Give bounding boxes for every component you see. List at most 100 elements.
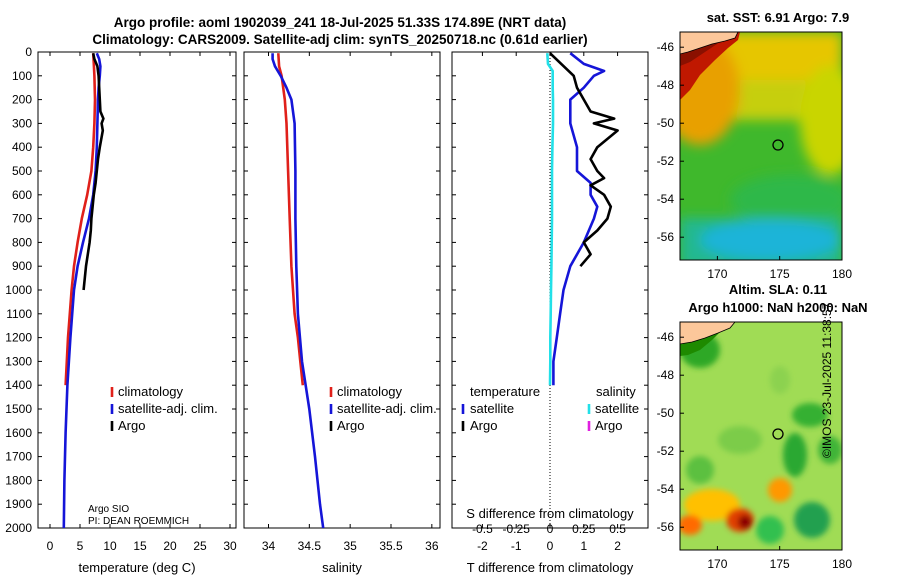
temperature-xlabel: temperature (deg C) bbox=[78, 560, 195, 575]
map-y-tick-label: -54 bbox=[657, 482, 675, 496]
y-tick-label: 400 bbox=[12, 140, 32, 154]
x-tick-label: 35.5 bbox=[379, 539, 403, 553]
map-x-tick-label: 170 bbox=[707, 557, 727, 571]
sla-map-title-line2: Argo h1000: NaN h2000: NaN bbox=[688, 300, 867, 315]
y-tick-label: 1900 bbox=[5, 497, 32, 511]
figure-title-line2: Climatology: CARS2009. Satellite-adj cli… bbox=[92, 32, 588, 47]
map-y-tick-label: -46 bbox=[657, 40, 675, 54]
temperature-argo-line bbox=[82, 52, 105, 291]
legend-label: Argo bbox=[337, 418, 364, 433]
s-diff-tick-label: -0.5 bbox=[472, 522, 493, 536]
y-tick-label: 900 bbox=[12, 259, 32, 273]
x-tick-label: 30 bbox=[223, 539, 237, 553]
x-tick-label: 20 bbox=[163, 539, 177, 553]
temperature-panel: 0100200300400500600700800900100011001200… bbox=[5, 45, 237, 575]
y-tick-label: 1500 bbox=[5, 402, 32, 416]
legend-label: Argo bbox=[470, 418, 497, 433]
x-tick-label: 35 bbox=[343, 539, 357, 553]
temperature-argo-diff-line bbox=[549, 52, 619, 268]
map-y-tick-label: -56 bbox=[657, 230, 675, 244]
legend-title-temperature: temperature bbox=[470, 384, 540, 399]
sst-map: sat. SST: 6.91 Argo: 7.9 170 175 180 -46 -4… bbox=[657, 10, 853, 281]
map-y-tick-label: -48 bbox=[657, 78, 675, 92]
legend-label: satellite-adj. clim. bbox=[337, 401, 437, 416]
x-tick-label: 1 bbox=[580, 539, 587, 553]
map-y-tick-label: -52 bbox=[657, 444, 675, 458]
y-tick-label: 1600 bbox=[5, 426, 32, 440]
y-tick-label: 1800 bbox=[5, 473, 32, 487]
difference-xlabel: T difference from climatology bbox=[467, 560, 634, 575]
map-y-tick-label: -50 bbox=[657, 116, 675, 130]
s-diff-tick-label: 0 bbox=[547, 522, 554, 536]
y-tick-label: 2000 bbox=[5, 521, 32, 535]
legend-label: climatology bbox=[118, 384, 184, 399]
x-tick-label: -2 bbox=[477, 539, 488, 553]
x-tick-label: 2 bbox=[614, 539, 621, 553]
sst-map-title: sat. SST: 6.91 Argo: 7.9 bbox=[707, 10, 850, 25]
x-tick-label: 0 bbox=[547, 539, 554, 553]
temperature-satellite-diff-line bbox=[552, 52, 606, 386]
sst-argo-marker bbox=[772, 139, 784, 151]
x-tick-label: 25 bbox=[193, 539, 207, 553]
y-tick-label: 0 bbox=[25, 45, 32, 59]
legend-label: satellite bbox=[470, 401, 514, 416]
x-tick-label: 15 bbox=[133, 539, 147, 553]
temperature-climatology-line bbox=[64, 53, 97, 386]
s-diff-tick-label: 0.5 bbox=[609, 522, 626, 536]
map-x-tick-label: 170 bbox=[707, 267, 727, 281]
map-y-tick-label: -52 bbox=[657, 154, 675, 168]
y-tick-label: 300 bbox=[12, 116, 32, 130]
map-x-tick-label: 175 bbox=[770, 557, 790, 571]
legend-title-salinity: salinity bbox=[596, 384, 636, 399]
sla-map: Altim. SLA: 0.11 Argo h1000: NaN h2000: … bbox=[657, 282, 868, 571]
legend-label: Argo bbox=[118, 418, 145, 433]
pi-annotation: PI: DEAN ROEMMICH bbox=[88, 516, 189, 527]
x-tick-label: 5 bbox=[77, 539, 84, 553]
salinity-panel: 34 34.5 35 35.5 36 salinity climatology satelli… bbox=[243, 51, 441, 575]
s-diff-tick-label: -0.25 bbox=[503, 522, 531, 536]
map-x-tick-label: 175 bbox=[770, 267, 790, 281]
pi-annotation: Argo SIO bbox=[88, 504, 129, 515]
x-tick-label: 0 bbox=[47, 539, 54, 553]
copyright-stamp: ©IMOS 23-Jul-2025 11:38:57 bbox=[820, 302, 834, 458]
map-x-tick-label: 180 bbox=[832, 267, 852, 281]
difference-panel: -2 -1 0 1 2 T difference from climatology -0.5… bbox=[451, 51, 649, 575]
map-y-tick-label: -56 bbox=[657, 520, 675, 534]
legend-label: Argo bbox=[595, 418, 622, 433]
s-diff-tick-label: 0.25 bbox=[572, 522, 596, 536]
y-tick-label: 1700 bbox=[5, 450, 32, 464]
x-tick-label: 10 bbox=[103, 539, 117, 553]
y-tick-label: 200 bbox=[12, 93, 32, 107]
salinity-frame bbox=[243, 51, 441, 529]
map-x-tick-label: 180 bbox=[832, 557, 852, 571]
y-tick-label: 1400 bbox=[5, 378, 32, 392]
map-y-tick-label: -50 bbox=[657, 406, 675, 420]
sla-map-title-line1: Altim. SLA: 0.11 bbox=[729, 282, 827, 297]
y-tick-label: 100 bbox=[12, 69, 32, 83]
x-tick-label: 36 bbox=[425, 539, 439, 553]
x-tick-label: 34 bbox=[262, 539, 276, 553]
salinity-satellite-diff-line bbox=[546, 53, 555, 386]
figure-title-line1: Argo profile: aoml 1902039_241 18-Jul-20… bbox=[113, 15, 567, 30]
y-tick-label: 1300 bbox=[5, 354, 32, 368]
salinity-satellite-line bbox=[271, 53, 325, 529]
map-y-tick-label: -48 bbox=[657, 368, 675, 382]
y-tick-label: 700 bbox=[12, 212, 32, 226]
x-tick-label: -1 bbox=[511, 539, 522, 553]
y-tick-label: 1000 bbox=[5, 283, 32, 297]
sla-argo-marker bbox=[772, 428, 784, 440]
legend-label: climatology bbox=[337, 384, 403, 399]
salinity-xlabel: salinity bbox=[322, 560, 362, 575]
temperature-frame bbox=[37, 51, 237, 529]
y-tick-label: 500 bbox=[12, 164, 32, 178]
map-y-tick-label: -54 bbox=[657, 192, 675, 206]
legend-label: satellite bbox=[595, 401, 639, 416]
map-y-tick-label: -46 bbox=[657, 330, 675, 344]
legend-label: satellite-adj. clim. bbox=[118, 401, 218, 416]
x-tick-label: 34.5 bbox=[298, 539, 322, 553]
s-diff-axis-label: S difference from climatology bbox=[466, 506, 634, 521]
y-tick-label: 1100 bbox=[6, 307, 32, 321]
y-tick-label: 800 bbox=[12, 235, 32, 249]
y-tick-label: 600 bbox=[12, 188, 32, 202]
